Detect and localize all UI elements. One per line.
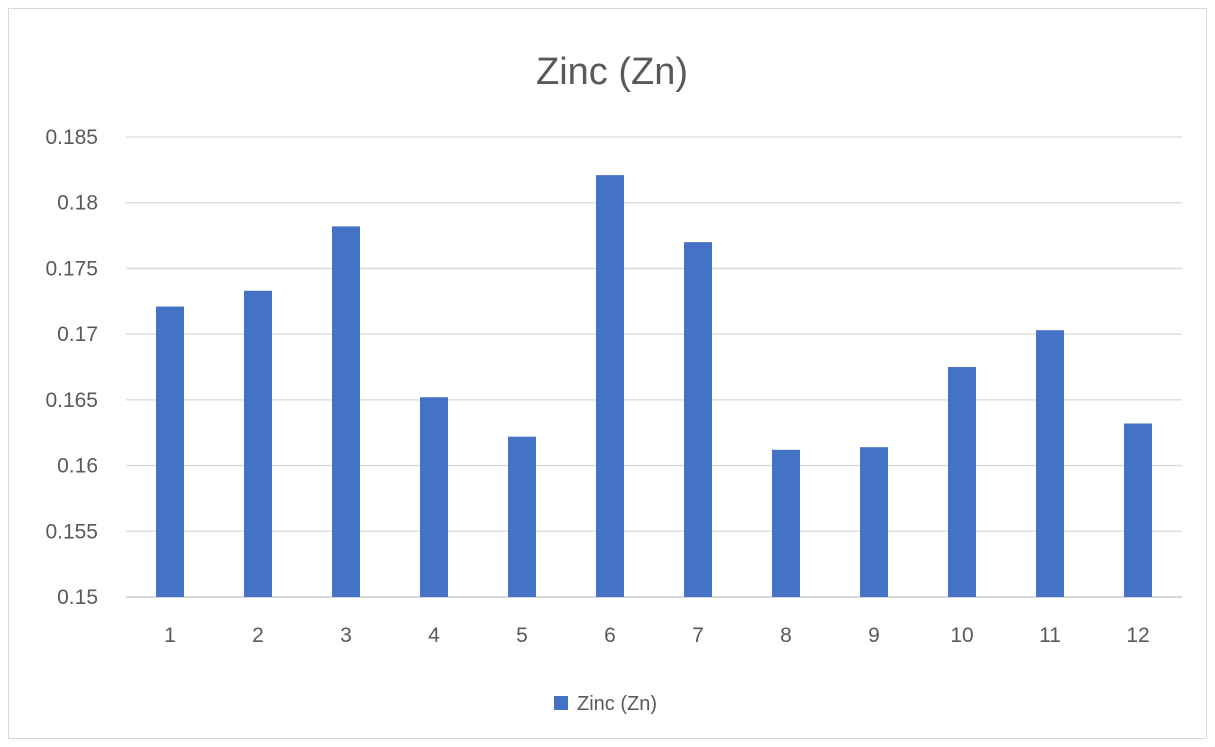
x-tick-label: 8 <box>780 624 792 647</box>
y-tick-label: 0.15 <box>57 586 98 609</box>
y-tick-label: 0.16 <box>57 455 98 478</box>
x-tick-label: 10 <box>950 624 973 647</box>
bar-12 <box>1124 423 1152 597</box>
bar-4 <box>420 397 448 597</box>
y-tick-label: 0.155 <box>45 520 98 543</box>
x-tick-label: 7 <box>692 624 704 647</box>
bar-5 <box>508 436 536 597</box>
bar-6 <box>596 175 624 597</box>
y-tick-label: 0.165 <box>45 389 98 412</box>
bar-9 <box>860 447 888 597</box>
x-tick-label: 1 <box>164 624 176 647</box>
bar-10 <box>948 367 976 597</box>
bar-11 <box>1036 330 1064 597</box>
y-tick-label: 0.175 <box>45 257 98 280</box>
gridlines <box>126 136 1182 598</box>
bars <box>156 175 1152 597</box>
legend: Zinc (Zn) <box>554 693 657 715</box>
bar-2 <box>244 290 272 597</box>
bar-7 <box>684 242 712 597</box>
legend-label: Zinc (Zn) <box>577 693 657 715</box>
bar-1 <box>156 306 184 597</box>
x-axis-ticks: 1 2 3 4 5 6 7 8 9 10 11 12 <box>164 624 1150 647</box>
x-tick-label: 4 <box>428 624 440 647</box>
x-tick-label: 9 <box>868 624 880 647</box>
y-tick-label: 0.185 <box>45 126 98 149</box>
x-tick-label: 5 <box>516 624 528 647</box>
chart-title: Zinc (Zn) <box>536 51 688 93</box>
x-tick-label: 3 <box>340 624 352 647</box>
y-axis-ticks: 0.15 0.155 0.16 0.165 0.17 0.175 0.18 0.185 <box>45 126 98 609</box>
y-tick-label: 0.17 <box>57 323 98 346</box>
y-tick-label: 0.18 <box>57 192 98 215</box>
x-tick-label: 12 <box>1126 624 1149 647</box>
legend-swatch <box>554 696 568 710</box>
x-tick-label: 11 <box>1039 624 1061 647</box>
x-tick-label: 6 <box>604 624 616 647</box>
x-tick-label: 2 <box>252 624 264 647</box>
bar-3 <box>332 226 360 597</box>
bar-8 <box>772 449 800 597</box>
